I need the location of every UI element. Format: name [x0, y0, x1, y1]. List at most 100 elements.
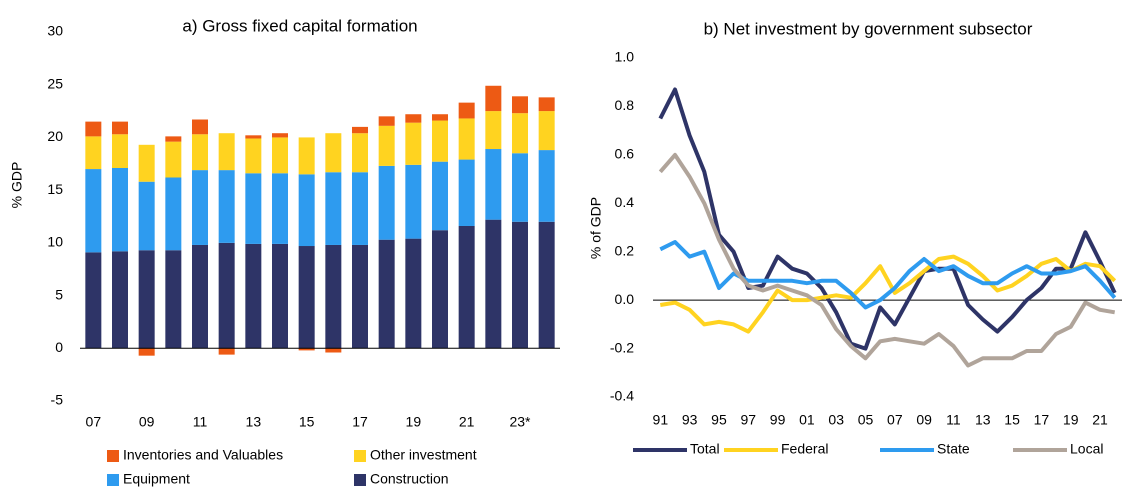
bar-segment: [432, 161, 448, 231]
bar-segment: [245, 138, 262, 174]
bar-segment: [352, 133, 368, 173]
bar-segment: [218, 242, 235, 349]
bar-segment: [405, 238, 422, 349]
legend-swatch: [354, 474, 366, 486]
bar-segment: [298, 348, 315, 351]
bar-segment: [298, 174, 315, 247]
x-tick-label: 09: [139, 414, 155, 430]
bar-segment: [352, 126, 368, 134]
bar-segment: [538, 150, 555, 222]
bar-segment: [192, 244, 208, 349]
bar-segment: [272, 133, 288, 138]
bar-segment: [512, 96, 528, 114]
chart-title: b) Net investment by government subsecto…: [704, 19, 1033, 38]
x-tick-label: 21: [459, 414, 475, 430]
bar-segment: [378, 116, 395, 126]
bar-segment: [272, 137, 288, 174]
bar-segment: [112, 251, 128, 349]
bar-segment: [112, 168, 128, 252]
bar-segment: [512, 113, 528, 154]
bar-segment: [458, 102, 475, 119]
y-tick-label: 0: [55, 339, 63, 355]
legend-swatch: [107, 474, 119, 486]
x-tick-label: 01: [799, 412, 815, 428]
x-tick-label: 07: [86, 414, 102, 430]
legend-swatch: [354, 450, 366, 462]
series-line: [659, 254, 1117, 334]
series-line: [659, 240, 1117, 310]
bar-segment: [218, 348, 235, 355]
legend-label: Total: [690, 441, 720, 457]
bar-segment: [485, 149, 502, 220]
bar-segment: [165, 177, 182, 251]
y-tick-label: 5: [55, 286, 63, 302]
bar-segment: [245, 173, 262, 244]
x-tick-label: 11: [946, 412, 961, 428]
bar-segment: [512, 221, 528, 349]
y-tick-label: 1.0: [615, 49, 635, 65]
x-tick-label: 95: [711, 412, 727, 428]
x-tick-label: 09: [916, 412, 932, 428]
legend-label: Federal: [781, 441, 828, 457]
x-tick-label: 15: [299, 414, 315, 430]
y-tick-label: -5: [51, 392, 64, 408]
legend-label: Equipment: [123, 471, 190, 487]
bar-segment: [165, 136, 182, 142]
x-tick-label: 91: [653, 412, 669, 428]
x-tick-label: 93: [682, 412, 698, 428]
bar-segment: [325, 244, 342, 349]
x-tick-label: 19: [1063, 412, 1079, 428]
x-tick-label: 19: [406, 414, 422, 430]
bar-segment: [405, 114, 422, 123]
bar-segment: [352, 244, 368, 349]
bar-segment: [112, 121, 128, 135]
x-tick-label: 23*: [509, 414, 531, 430]
y-axis-label: % of GDP: [588, 197, 604, 259]
y-tick-label: -0.4: [610, 388, 634, 404]
bar-segment: [298, 246, 315, 349]
legend-label: State: [937, 441, 970, 457]
y-tick-label: 0.0: [615, 291, 635, 307]
bar-segment: [192, 134, 208, 171]
bar-segment: [272, 243, 288, 349]
bar-segment: [538, 97, 555, 112]
legend-label: Construction: [370, 471, 449, 487]
x-tick-label: 99: [770, 412, 786, 428]
x-tick-label: 13: [975, 412, 991, 428]
bar-segment: [378, 239, 395, 349]
bar-segment: [245, 135, 262, 139]
y-tick-label: 20: [47, 128, 63, 144]
y-tick-label: 25: [47, 75, 63, 91]
bar-segment: [378, 165, 395, 240]
x-tick-label: 03: [828, 412, 844, 428]
bar-segment: [458, 118, 475, 160]
y-tick-label: 0.2: [615, 242, 635, 258]
x-tick-label: 13: [246, 414, 262, 430]
bar-segment: [218, 170, 235, 243]
bar-segment: [405, 164, 422, 239]
bar-segment: [165, 141, 182, 178]
y-tick-label: -0.2: [610, 339, 634, 355]
bar-segment: [272, 173, 288, 244]
bar-segment: [405, 122, 422, 165]
bar-segment: [538, 111, 555, 151]
y-axis-label: % GDP: [9, 162, 25, 209]
x-tick-label: 17: [1034, 412, 1050, 428]
x-tick-label: 17: [352, 414, 368, 430]
bar-segment: [325, 133, 342, 173]
bar-segment: [538, 221, 555, 349]
bar-segment: [378, 125, 395, 166]
bar-segment: [85, 136, 102, 170]
x-tick-label: 05: [858, 412, 874, 428]
bar-segment: [218, 133, 235, 171]
legend-label: Other investment: [370, 447, 477, 463]
x-tick-label: 07: [887, 412, 903, 428]
bar-segment: [85, 169, 102, 253]
x-tick-label: 97: [740, 412, 756, 428]
bar-segment: [298, 137, 315, 175]
bar-segment: [138, 250, 155, 349]
y-tick-label: 0.8: [615, 97, 635, 113]
legend-label: Local: [1070, 441, 1103, 457]
